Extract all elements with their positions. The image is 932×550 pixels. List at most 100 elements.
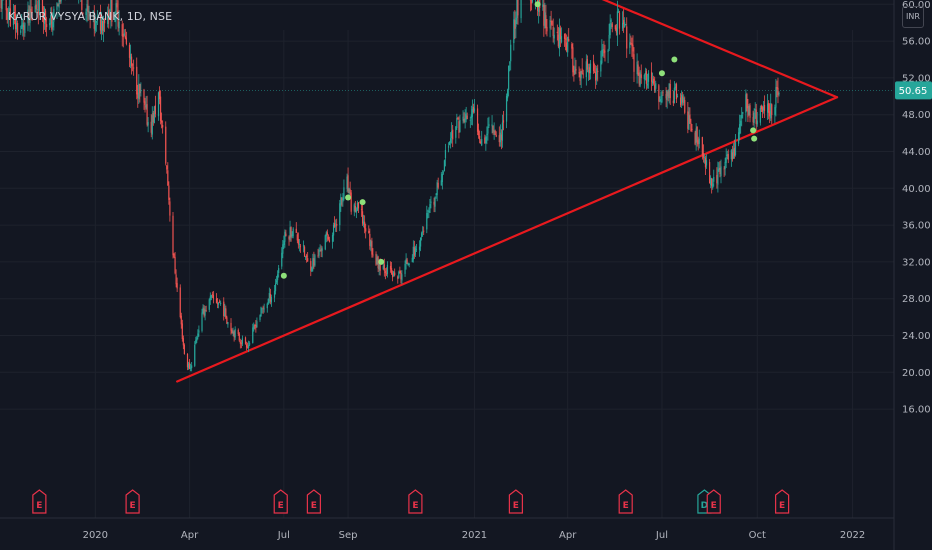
earnings-event-marker[interactable]: E [408,489,423,514]
candle-body [239,341,241,344]
candle-body [459,120,461,133]
candle-body [220,302,222,304]
candle-body [158,90,161,100]
candle-body [761,107,764,112]
candle-body [259,315,261,320]
earnings-event-marker[interactable]: E [273,489,288,514]
candle-body [53,8,55,22]
candle-body [131,64,134,66]
earnings-event-marker[interactable]: E [32,489,47,514]
candle-body [125,37,127,44]
candle-body [498,135,500,143]
candle-body [494,130,496,135]
candle-body [447,146,450,148]
candle-body [732,148,735,159]
candle-body [709,162,711,184]
candle-body [776,86,778,89]
candle-body [457,118,459,120]
earnings-marker-icon [125,489,140,514]
candle-body [741,114,743,119]
candle-body [298,244,300,246]
candle-body [245,344,248,348]
candle-body [9,8,11,26]
candle-body [660,101,662,103]
candle-body [34,5,36,13]
candle-body [739,124,741,135]
candle-body [384,271,386,273]
candle-body [435,193,437,195]
candle-body [711,178,713,187]
candle-body [652,80,654,84]
candle-body [508,65,510,90]
candle-body [240,343,242,345]
candle-body [215,298,218,303]
candle-body [182,338,184,346]
candle-body [499,132,501,143]
candle-body [556,31,558,34]
earnings-event-marker[interactable]: E [618,489,633,514]
earnings-marker-icon [408,489,423,514]
candle-body [645,71,648,84]
earnings-event-marker[interactable]: E [306,489,321,514]
earnings-marker-icon [706,489,721,514]
candle-body [299,245,302,247]
candle-body [575,68,577,71]
candle-body [151,115,153,135]
candle-body [623,19,625,25]
candle-body [601,49,603,63]
candle-body [195,339,197,344]
candle-body [725,156,727,163]
candle-body [20,30,22,33]
price-tick-label: 48.00 [902,110,931,121]
candle-body [770,103,772,119]
earnings-marker-label: E [623,501,629,511]
candle-body [110,0,112,18]
candle-body [404,263,406,274]
candle-body [357,202,360,209]
candle-body [434,196,436,207]
candle-body [585,61,587,78]
candle-body [617,11,620,13]
candle-body [472,107,475,113]
candle-body [244,337,247,344]
price-tick-label: 28.00 [902,294,931,305]
candle-body [370,241,372,247]
time-tick-label: 2022 [840,530,865,541]
candle-body [162,125,164,128]
currency-badge[interactable]: INR [902,6,924,28]
candle-body [440,180,442,186]
symbol-title[interactable]: KARUR VYSYA BANK, 1D, NSE [8,10,173,23]
earnings-event-marker[interactable]: E [706,489,721,514]
candle-body [723,168,725,170]
candle-body [350,192,352,212]
price-axis[interactable]: 16.00 20.00 24.00 28.00 32.00 36.00 40.00 44.00… [902,0,931,416]
candle-body [219,301,221,303]
earnings-event-marker[interactable]: E [508,489,523,514]
time-axis[interactable]: 2020 Apr Jul Sep 2021 Apr Jul Oct 2022 [83,530,866,541]
candle-body [558,27,560,50]
candle-body [124,35,126,39]
candle-body [191,365,193,369]
candlestick-series [0,0,780,372]
signal-dot [280,272,287,279]
candle-body [17,23,19,36]
candle-body [327,236,329,240]
candle-body [5,0,7,11]
candle-body [174,256,176,274]
candle-body [318,250,320,256]
earnings-marker-icon [306,489,321,514]
candle-body [674,86,677,88]
candle-body [313,258,315,266]
candle-body [399,270,401,274]
candle-body [168,185,170,200]
earnings-marker-label: E [278,501,284,511]
candle-body [473,108,476,112]
candle-body [172,215,174,256]
earnings-event-marker[interactable]: E [775,489,790,514]
candle-body [571,44,573,49]
candle-body [150,121,152,133]
earnings-event-marker[interactable]: E [125,489,140,514]
candle-body [602,49,604,51]
candle-body [455,126,457,138]
